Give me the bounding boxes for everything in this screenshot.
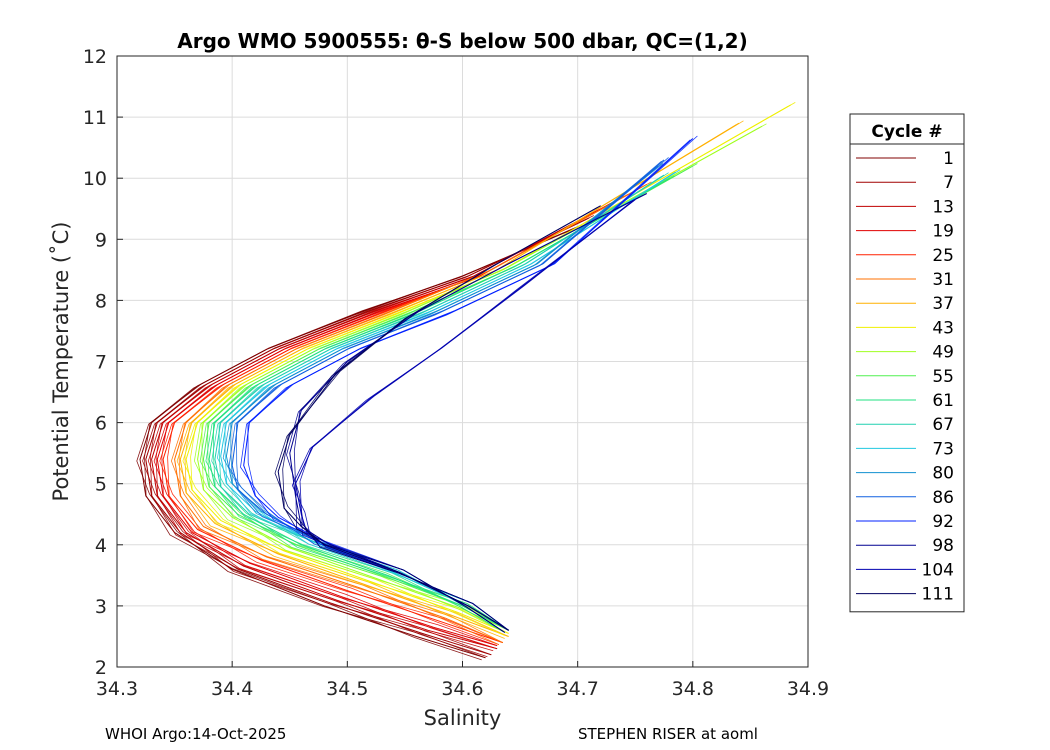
y-tick-label: 7 <box>95 352 107 374</box>
legend-entry-61: 61 <box>932 391 954 411</box>
x-tick-label: 34.7 <box>557 678 599 700</box>
x-tick-label: 34.9 <box>787 678 829 700</box>
y-tick-label: 5 <box>95 474 107 496</box>
series-line-73-variant <box>216 169 681 631</box>
series-line-13 <box>151 208 601 650</box>
legend-entry-55: 55 <box>932 367 954 387</box>
series-line-73-variant <box>224 173 674 633</box>
legend-entry-1: 1 <box>943 149 954 169</box>
legend-entry-86: 86 <box>932 488 954 508</box>
legend-entry-31: 31 <box>932 270 954 290</box>
y-tick-label: 3 <box>95 596 107 618</box>
series-line-13-variant <box>147 205 606 650</box>
x-tick-label: 34.3 <box>96 678 138 700</box>
series-line-55-variant <box>199 163 698 631</box>
legend-entry-104: 104 <box>922 560 954 580</box>
y-tick-label: 9 <box>95 229 107 251</box>
legend-entry-80: 80 <box>932 464 954 484</box>
legend-entry-13: 13 <box>932 197 954 217</box>
legend-title: Cycle # <box>871 122 942 142</box>
series-line-43 <box>185 104 791 634</box>
y-tick-label: 12 <box>83 46 107 68</box>
legend-entry-67: 67 <box>932 415 954 435</box>
legend-entry-111: 111 <box>922 585 954 605</box>
series-line-19-variant <box>161 203 610 649</box>
series-line-25-variant <box>159 193 629 643</box>
legend-entry-25: 25 <box>932 246 954 266</box>
series-line-37-variant <box>176 120 744 637</box>
legend-box <box>849 113 965 613</box>
series-line-19-variant <box>153 199 617 646</box>
series-group <box>136 102 796 661</box>
y-tick-label: 2 <box>95 657 107 679</box>
chart-title: Argo WMO 5900555: θ-S below 500 dbar, QC… <box>177 29 747 53</box>
footer-credit-date: WHOI Argo:14-Oct-2025 <box>105 725 287 743</box>
x-tick-label: 34.8 <box>672 678 714 700</box>
x-axis-label: Salinity <box>424 706 502 730</box>
series-line-7-variant <box>142 215 594 656</box>
legend-entry-92: 92 <box>932 512 954 532</box>
x-tick-label: 34.6 <box>441 678 483 700</box>
x-tick-label: 34.5 <box>326 678 368 700</box>
y-tick-label: 8 <box>95 290 107 312</box>
legend-entry-19: 19 <box>932 222 954 242</box>
x-tick-label: 34.4 <box>211 678 253 700</box>
y-tick-label: 4 <box>95 535 107 557</box>
y-axis-label: Potential Temperature (˚C) <box>49 222 73 502</box>
series-line-1-variant <box>136 224 583 659</box>
y-tick-label: 11 <box>83 107 107 129</box>
series-line-25-variant <box>167 197 622 645</box>
series-line-1 <box>139 226 578 659</box>
series-line-49-variant <box>193 123 767 631</box>
footer-author: STEPHEN RISER at aoml <box>578 725 758 743</box>
legend-entry-7: 7 <box>943 173 954 193</box>
legend-entry-43: 43 <box>932 318 954 338</box>
legend-entry-49: 49 <box>932 343 954 363</box>
legend-entry-37: 37 <box>932 294 954 314</box>
series-line-25 <box>162 196 624 644</box>
series-line-31-variant <box>170 181 652 643</box>
series-line-111-variant <box>282 207 598 633</box>
series-line-55-variant <box>207 166 691 633</box>
legend-entry-98: 98 <box>932 536 954 556</box>
legend: Cycle #1 7 13 19 25 31 37 43 49 55 61 67 73 80 86 92 98 1… <box>849 113 965 613</box>
axes-box <box>116 55 809 668</box>
y-tick-label: 6 <box>95 413 107 435</box>
series-line-43-variant <box>182 102 796 634</box>
legend-entry-73: 73 <box>932 439 954 459</box>
y-tick-label: 10 <box>83 168 107 190</box>
